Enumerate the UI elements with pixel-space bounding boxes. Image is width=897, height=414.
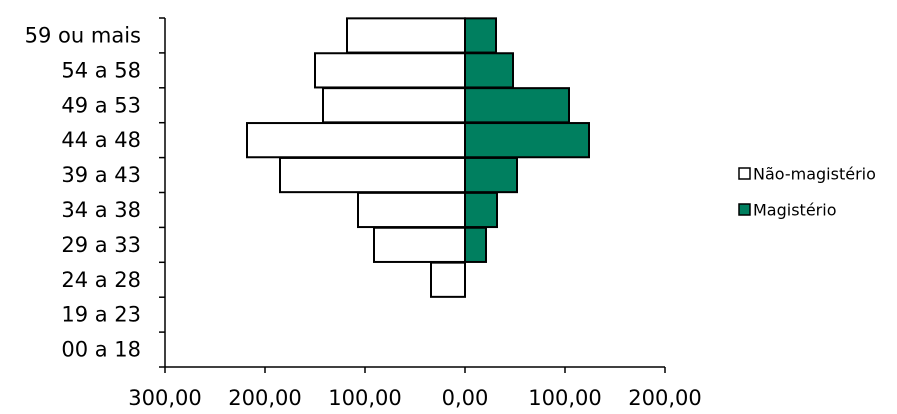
- legend: Não-magistério Magistério: [738, 165, 876, 220]
- legend-swatch-1: [738, 203, 751, 216]
- legend-label: Não-magistério: [753, 165, 876, 184]
- bar-nao-magisterio-7: [430, 261, 466, 298]
- category-label: 19 a 23: [61, 303, 141, 327]
- bar-magisterio-3: [464, 122, 590, 159]
- bar-nao-magisterio-0: [346, 17, 466, 54]
- labels-layer: 59 ou mais 54 a 58 49 a 53 44 a 48 39 a 43 34…: [25, 23, 702, 410]
- bar-magisterio-0: [464, 17, 497, 54]
- legend-swatch-0: [738, 167, 751, 180]
- category-label: 34 a 38: [61, 198, 141, 222]
- x-tick-label: 100,00: [528, 386, 601, 410]
- category-label: 24 a 28: [61, 268, 141, 292]
- bar-magisterio-2: [464, 87, 570, 124]
- category-label: 00 a 18: [61, 338, 141, 362]
- category-label: 29 a 33: [61, 233, 141, 257]
- x-tick-label: 0,00: [442, 386, 489, 410]
- bars-layer: [246, 17, 590, 298]
- x-tick-label: 200,00: [228, 386, 301, 410]
- category-label: 59 ou mais: [25, 23, 141, 47]
- axes-layer: [159, 17, 666, 373]
- x-tick-label: 300,00: [128, 386, 201, 410]
- bar-magisterio-6: [464, 226, 487, 263]
- bar-magisterio-5: [464, 191, 498, 229]
- bar-nao-magisterio-2: [322, 87, 466, 124]
- bar-nao-magisterio-6: [373, 226, 466, 263]
- x-tick-label: 200,00: [628, 386, 701, 410]
- category-label: 49 a 53: [61, 93, 141, 117]
- category-label: 39 a 43: [61, 163, 141, 187]
- bar-nao-magisterio-5: [357, 191, 466, 229]
- legend-label: Magistério: [753, 201, 836, 220]
- category-label: 44 a 48: [61, 128, 141, 152]
- bar-magisterio-4: [464, 156, 518, 194]
- bar-nao-magisterio-3: [246, 122, 466, 159]
- x-tick-label: 100,00: [328, 386, 401, 410]
- bar-magisterio-1: [464, 52, 514, 89]
- bar-nao-magisterio-1: [314, 52, 466, 89]
- category-label: 54 a 58: [61, 58, 141, 82]
- bar-nao-magisterio-4: [279, 156, 466, 194]
